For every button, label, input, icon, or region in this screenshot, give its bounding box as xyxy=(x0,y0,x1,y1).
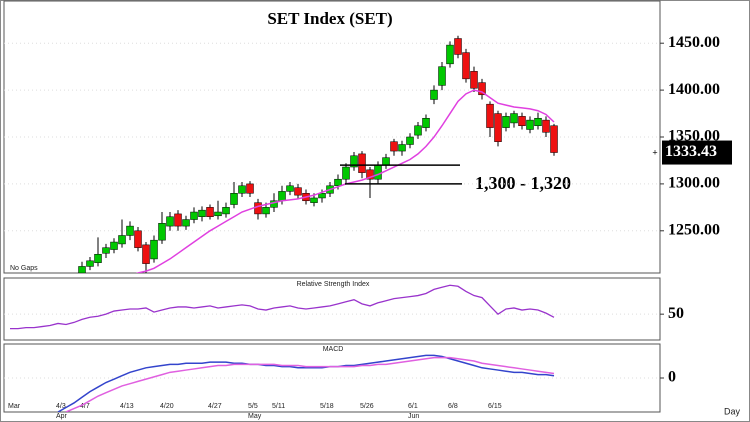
candle-body xyxy=(406,136,414,145)
candle-body xyxy=(278,191,286,202)
candle-body xyxy=(478,82,486,96)
candle-body xyxy=(422,117,430,128)
plot-area xyxy=(4,354,660,412)
candle-body xyxy=(366,169,374,180)
price-marker: + xyxy=(652,147,657,157)
candle-body xyxy=(94,253,102,263)
x-tick-label: 6/8 xyxy=(448,403,458,410)
candle-body xyxy=(526,119,534,130)
candle-body xyxy=(430,89,438,100)
candle-body xyxy=(246,183,254,194)
candle-body xyxy=(150,239,158,260)
candle-body xyxy=(446,44,454,65)
x-tick-label: 4/3 xyxy=(56,403,66,410)
candle-body xyxy=(350,155,358,168)
candle-body xyxy=(262,207,270,215)
y-tick-label: 50 xyxy=(668,305,684,322)
y-tick-label: 1400.00 xyxy=(668,81,720,98)
candle-body xyxy=(230,193,238,205)
x-tick-label: 5/11 xyxy=(272,403,285,410)
candle-body xyxy=(334,178,342,187)
candle-body xyxy=(502,116,510,128)
chart-title: SET Index (SET) xyxy=(267,9,392,28)
month-label: Jun xyxy=(408,413,419,420)
candle-body xyxy=(86,260,94,267)
x-tick-label: 5/5 xyxy=(248,403,258,410)
line xyxy=(135,89,555,273)
candle-body xyxy=(174,213,182,227)
rsi-panel xyxy=(3,277,661,341)
candle-body xyxy=(142,244,150,264)
candle-body xyxy=(518,116,526,126)
candle-body xyxy=(414,125,422,136)
macd-title: MACD xyxy=(323,346,344,353)
note: No Gaps xyxy=(10,265,38,272)
rsi-title: Relative Strength Index xyxy=(297,281,370,288)
candle-body xyxy=(198,209,206,217)
candle-body xyxy=(374,164,382,180)
candle-body xyxy=(390,141,398,152)
candle-body xyxy=(470,71,478,89)
candle-body xyxy=(102,247,110,254)
y-tick-label: 1300.00 xyxy=(668,175,720,192)
x-tick-label: 4/13 xyxy=(120,403,134,410)
candle-body xyxy=(190,211,198,220)
candle-body xyxy=(214,211,222,217)
x-axis-label: Day xyxy=(724,406,741,416)
candle-body xyxy=(294,187,302,196)
candle-body xyxy=(358,153,366,173)
line xyxy=(10,284,555,330)
y-tick-label: 0 xyxy=(668,369,676,386)
x-tick-label: 4/20 xyxy=(160,403,174,410)
x-tick-label: 6/15 xyxy=(488,403,502,410)
candle-body xyxy=(486,103,494,128)
candle-body xyxy=(182,219,190,227)
candle-body xyxy=(310,197,318,203)
candle-body xyxy=(110,241,118,250)
candle-body xyxy=(254,202,262,215)
candle-body xyxy=(222,207,230,215)
candle-body xyxy=(158,223,166,241)
x-tick-label: 6/1 xyxy=(408,403,418,410)
candle-body xyxy=(398,144,406,152)
last-price-box xyxy=(662,140,732,165)
last-price-label: 1333.43 xyxy=(665,143,717,160)
month-label: May xyxy=(248,413,262,420)
candle-body xyxy=(286,185,294,192)
candle-body xyxy=(342,166,350,180)
y-tick-label: 1250.00 xyxy=(668,221,720,238)
candle-body xyxy=(510,113,518,124)
month-label: Apr xyxy=(56,413,68,420)
candle-body xyxy=(550,125,558,153)
line xyxy=(65,356,555,412)
candle-body xyxy=(126,225,134,236)
candle-body xyxy=(118,235,126,245)
x-tick-label: 5/18 xyxy=(320,403,334,410)
candle-body xyxy=(534,117,542,126)
y-tick-label: 1450.00 xyxy=(668,34,720,51)
candle-body xyxy=(494,113,502,142)
candle-body xyxy=(166,216,174,227)
candle-body xyxy=(134,230,142,248)
candle-body xyxy=(454,38,462,55)
y-tick-label: 1350.00 xyxy=(668,128,720,145)
annotation: 1,300 - 1,320 xyxy=(475,173,571,193)
candle-body xyxy=(206,207,214,217)
candle-body xyxy=(462,52,470,80)
candle-body xyxy=(542,119,550,133)
x-tick-label: Mar xyxy=(8,403,21,410)
plot-area xyxy=(4,284,660,330)
line xyxy=(57,354,555,412)
x-tick-label: 4/27 xyxy=(208,403,222,410)
x-tick-label: 4/7 xyxy=(80,403,90,410)
candle-body xyxy=(382,157,390,166)
x-tick-label: 5/26 xyxy=(360,403,374,410)
candle-body xyxy=(78,266,86,273)
plot-area xyxy=(4,35,660,273)
candle-body xyxy=(318,193,326,199)
candle-body xyxy=(438,66,446,86)
candle-body xyxy=(238,185,246,194)
